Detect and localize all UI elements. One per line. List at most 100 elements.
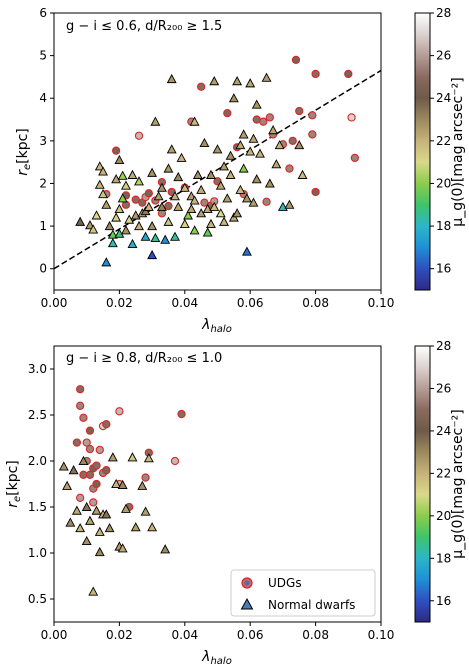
udg-point xyxy=(102,466,111,475)
dwarf-point xyxy=(143,201,154,211)
dwarf-point xyxy=(150,116,161,126)
dwarf-point xyxy=(68,465,79,475)
axis-ticks-top: 0.00 0.02 0.04 0.06 0.08 0.10 0 1 2 3 4 5 6 xyxy=(39,6,394,310)
dwarf-point xyxy=(160,234,171,244)
dwarf-point xyxy=(117,543,128,553)
dwarf-point xyxy=(143,453,154,463)
dwarf-point xyxy=(107,452,118,462)
dwarf-point xyxy=(117,170,128,180)
dwarf-point xyxy=(189,116,200,126)
dwarf-point xyxy=(62,480,73,490)
udg-point xyxy=(76,493,85,502)
dwarf-point xyxy=(98,166,109,176)
dwarf-point xyxy=(120,180,131,190)
colorbar-tick-label: 24 xyxy=(436,91,451,105)
y-axis-label-bottom: re[kpc] xyxy=(5,460,23,508)
dwarf-point xyxy=(101,257,112,267)
udg-point xyxy=(311,187,320,197)
y-tick-label: 3.0 xyxy=(28,362,47,376)
dwarf-point xyxy=(114,203,125,214)
dwarf-point xyxy=(179,218,190,228)
dwarf-point xyxy=(127,169,138,179)
x-tick-label: 0.08 xyxy=(302,628,329,642)
y-tick-label: 0 xyxy=(39,262,47,276)
dwarf-point xyxy=(238,163,249,173)
udg-point xyxy=(79,413,88,422)
dwarf-point xyxy=(248,197,259,207)
dwarf-point xyxy=(186,203,197,214)
dwarf-point xyxy=(81,535,92,546)
dwarf-point xyxy=(235,139,246,150)
dwarf-point xyxy=(255,148,265,158)
dwarf-point xyxy=(163,163,174,173)
dwarf-point xyxy=(199,137,210,147)
dwarf-point xyxy=(170,191,180,201)
colorbar-tick-label: 16 xyxy=(436,262,451,276)
dwarf-point xyxy=(206,218,216,228)
colorbar-tick-label: 20 xyxy=(436,176,451,190)
dwarf-point xyxy=(98,188,109,199)
dwarf-point xyxy=(107,229,118,239)
udg-point xyxy=(170,456,180,466)
fit-line xyxy=(53,69,382,270)
dwarf-point xyxy=(58,461,69,471)
y-tick-label: 2.5 xyxy=(28,408,47,422)
udg-point xyxy=(111,146,121,155)
dwarf-point xyxy=(137,480,148,490)
x-tick-label: 0.08 xyxy=(302,296,329,310)
dwarf-point xyxy=(176,152,187,162)
colorbar-label-bottom: μ_g(0)[mag arcsec⁻²] xyxy=(450,409,466,558)
dwarf-point xyxy=(81,501,92,512)
x-tick-label: 0.00 xyxy=(41,628,68,642)
dwarf-point xyxy=(111,212,122,222)
dwarf-point xyxy=(215,208,226,218)
udg-point xyxy=(285,164,294,173)
colorbar-ticks-bottom: 16 18 20 22 24 26 28 xyxy=(430,339,451,608)
dwarf-point xyxy=(101,199,112,209)
dwarf-point xyxy=(85,515,95,525)
y-tick-label: 1.5 xyxy=(28,500,47,514)
udg-point xyxy=(76,385,85,394)
dwarf-point xyxy=(150,232,161,243)
dwarf-point xyxy=(88,224,99,234)
udg-point xyxy=(144,189,153,198)
legend-box xyxy=(230,569,376,617)
dwarf-point xyxy=(251,174,262,184)
dwarf-point xyxy=(147,522,158,532)
udg-point xyxy=(223,108,232,118)
udg-point xyxy=(347,113,356,122)
dwarf-point xyxy=(104,220,115,231)
dwarf-point xyxy=(94,546,105,557)
udg-point xyxy=(95,445,104,455)
colorbar-tick-label: 22 xyxy=(436,466,451,480)
dwarf-point xyxy=(163,216,174,226)
dwarf-point xyxy=(88,586,99,596)
x-axis-label-bottom: λhalo xyxy=(201,649,232,667)
dwarf-point xyxy=(209,76,220,86)
dwarf-point xyxy=(294,139,305,150)
dwarf-point xyxy=(153,191,164,201)
legend-label-udgs: UDGs xyxy=(268,576,302,590)
colorbar-tick-label: 24 xyxy=(436,424,451,438)
dwarf-point xyxy=(219,161,229,171)
x-tick-label: 0.02 xyxy=(106,628,133,642)
udg-point xyxy=(141,473,150,482)
dwarf-point xyxy=(117,479,128,489)
udg-point xyxy=(115,407,124,416)
x-axis-label-top: λhalo xyxy=(201,317,232,335)
dwarf-point xyxy=(114,154,125,165)
dwarf-point xyxy=(225,150,236,160)
colorbar-top: 16 18 20 22 24 26 28 μ_g(0)[mag arcsec⁻²] xyxy=(414,6,466,291)
dwarf-point xyxy=(215,180,226,190)
y-tick-label: 2.0 xyxy=(28,454,47,468)
x-tick-label: 0.06 xyxy=(237,296,264,310)
dwarf-point xyxy=(130,522,141,532)
dwarf-point xyxy=(284,199,295,209)
dwarf-point xyxy=(94,526,105,536)
udg-point xyxy=(102,420,111,429)
dwarf-point xyxy=(127,452,138,462)
udg-point xyxy=(131,195,140,204)
x-tick-label: 0.10 xyxy=(368,628,395,642)
dwarf-point xyxy=(156,182,167,192)
dwarf-point xyxy=(274,139,285,150)
